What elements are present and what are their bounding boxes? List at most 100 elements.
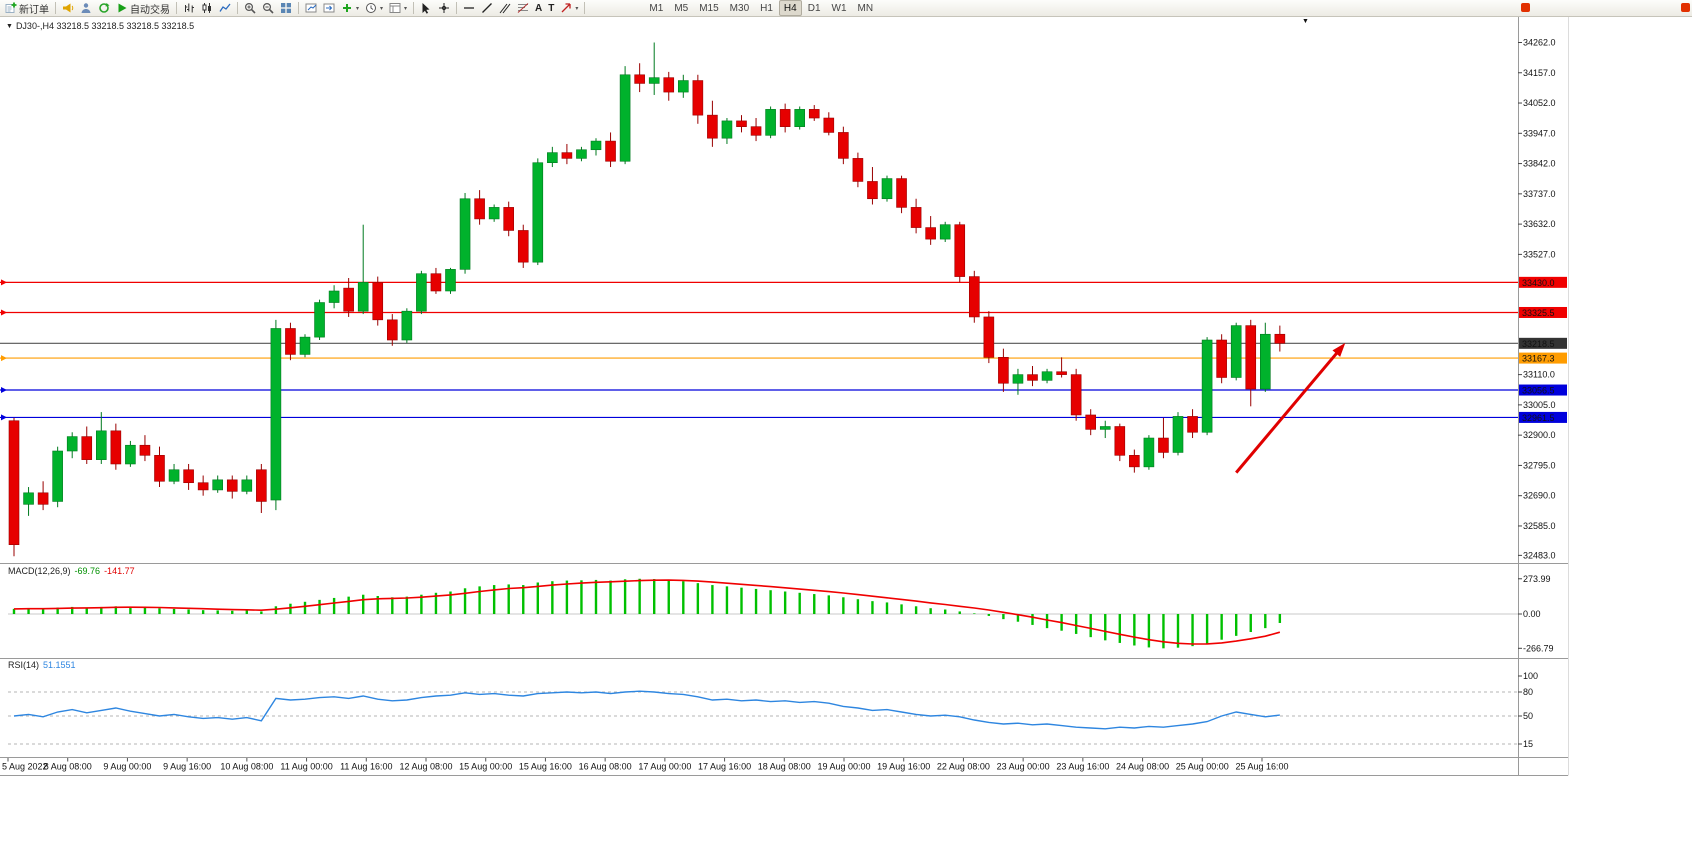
- chevron-down-icon: ▾: [356, 5, 360, 12]
- crosshair-icon: [439, 3, 450, 13]
- refresh-button[interactable]: [95, 1, 113, 16]
- trendline-tool-button[interactable]: [478, 1, 496, 16]
- notification-badge-icon[interactable]: [1681, 3, 1690, 12]
- rsi-panel: 100 80 50 15: [8, 671, 1538, 749]
- svg-text:33325.5: 33325.5: [1522, 308, 1555, 318]
- horizontal-line-icon: [464, 7, 475, 9]
- timeframe-m15-button[interactable]: M15: [699, 2, 719, 14]
- macd-indicator-label: MACD(12,26,9) -69.76 -141.77: [8, 566, 135, 576]
- contact-person-icon: [81, 3, 91, 13]
- template-button[interactable]: ▾: [386, 1, 410, 16]
- svg-text:25 Aug 00:00: 25 Aug 00:00: [1176, 762, 1229, 772]
- svg-text:32795.0: 32795.0: [1523, 460, 1556, 470]
- price-tag-33167.3: 33167.3: [1519, 352, 1567, 364]
- svg-text:23 Aug 00:00: 23 Aug 00:00: [997, 762, 1050, 772]
- hline-33167.3[interactable]: [0, 355, 1518, 362]
- timeframe-h4-button[interactable]: H4: [778, 0, 802, 16]
- contacts-button[interactable]: [77, 1, 95, 16]
- tile-windows-button[interactable]: [277, 1, 295, 16]
- timeframe-mn-button[interactable]: MN: [857, 2, 874, 14]
- svg-text:19 Aug 16:00: 19 Aug 16:00: [877, 762, 930, 772]
- timeframe-m1-button[interactable]: M1: [649, 2, 664, 14]
- svg-text:19 Aug 00:00: 19 Aug 00:00: [817, 762, 870, 772]
- svg-text:16 Aug 08:00: 16 Aug 08:00: [579, 762, 632, 772]
- timeframe-w1-button[interactable]: W1: [831, 2, 847, 14]
- price-tag-33430.0: 33430.0: [1519, 276, 1567, 288]
- notification-badge-icon[interactable]: [1521, 3, 1530, 12]
- price-tag-33325.5: 33325.5: [1519, 306, 1567, 318]
- channel-tool-button[interactable]: [496, 1, 514, 16]
- timeframe-d1-button[interactable]: D1: [807, 2, 821, 14]
- symbol-header[interactable]: ▼ DJ30-,H4 33218.5 33218.5 33218.5 33218…: [6, 21, 194, 31]
- svg-text:33737.0: 33737.0: [1523, 189, 1556, 199]
- svg-text:17 Aug 00:00: 17 Aug 00:00: [638, 762, 691, 772]
- svg-text:23 Aug 16:00: 23 Aug 16:00: [1056, 762, 1109, 772]
- cursor-arrow-icon: [422, 3, 430, 14]
- hline-33325.5[interactable]: [0, 309, 1518, 316]
- svg-text:50: 50: [1523, 711, 1533, 721]
- timeframe-m30-button[interactable]: M30: [729, 2, 750, 14]
- svg-text:33110.0: 33110.0: [1523, 370, 1555, 380]
- hline-32961.5[interactable]: [0, 414, 1518, 421]
- panel-borders: [0, 17, 1569, 776]
- alerts-button[interactable]: [59, 1, 77, 16]
- add-indicator-button[interactable]: ▾: [338, 1, 362, 16]
- svg-text:80: 80: [1523, 687, 1533, 697]
- zoom-out-button[interactable]: [259, 1, 277, 16]
- svg-text:32483.0: 32483.0: [1523, 550, 1556, 560]
- timeframe-h1-button[interactable]: H1: [760, 2, 773, 14]
- svg-text:11 Aug 00:00: 11 Aug 00:00: [280, 762, 332, 772]
- chart-shift-button[interactable]: [302, 1, 320, 16]
- candlestick-series: [8, 42, 1286, 557]
- zoom-out-icon: [262, 2, 274, 14]
- text-label-tool-button[interactable]: T: [545, 1, 557, 16]
- svg-text:32690.0: 32690.0: [1523, 491, 1556, 501]
- autotrade-play-icon: [118, 3, 127, 13]
- svg-text:12 Aug 08:00: 12 Aug 08:00: [399, 762, 452, 772]
- svg-text:273.99: 273.99: [1523, 574, 1551, 584]
- price-scale[interactable]: 34262.0 34157.0 34052.0 33947.0 33842.0 33737…: [1518, 37, 1556, 560]
- svg-text:9 Aug 16:00: 9 Aug 16:00: [163, 762, 211, 772]
- svg-text:15 Aug 00:00: 15 Aug 00:00: [459, 762, 512, 772]
- macd-name: MACD(12,26,9): [8, 566, 71, 576]
- clock-icon: [366, 3, 377, 13]
- auto-scroll-icon: [323, 3, 335, 13]
- timeframe-m5-button[interactable]: M5: [674, 2, 689, 14]
- toolbar-separator: [584, 2, 586, 14]
- svg-text:32585.0: 32585.0: [1523, 521, 1556, 531]
- fibonacci-tool-button[interactable]: [514, 1, 532, 16]
- auto-scroll-button[interactable]: [320, 1, 338, 16]
- chart-type-bars-button[interactable]: [180, 1, 198, 16]
- chart-type-line-button[interactable]: [216, 1, 234, 16]
- chart-menu-icon[interactable]: ▼: [6, 22, 13, 30]
- svg-text:18 Aug 08:00: 18 Aug 08:00: [758, 762, 811, 772]
- text-tool-button[interactable]: A: [532, 1, 545, 16]
- hline-33056.5[interactable]: [0, 387, 1518, 394]
- crosshair-tool-button[interactable]: [435, 1, 453, 16]
- rsi-value: 51.1551: [43, 660, 76, 670]
- trend-arrow-annotation[interactable]: [1235, 342, 1346, 474]
- add-indicator-icon: [343, 4, 351, 12]
- chevron-down-icon: ▾: [404, 5, 408, 12]
- horizontal-line-tool-button[interactable]: [460, 1, 478, 16]
- svg-text:33430.0: 33430.0: [1522, 278, 1555, 288]
- fibonacci-icon: [517, 3, 529, 13]
- new-order-button[interactable]: 新订单: [2, 1, 52, 16]
- cursor-tool-button[interactable]: [417, 1, 435, 16]
- svg-text:34052.0: 34052.0: [1523, 98, 1556, 108]
- scroll-position-icon: ▼: [1302, 18, 1309, 25]
- hline-33430.0[interactable]: [0, 279, 1518, 286]
- chart-canvas[interactable]: 34262.0 34157.0 34052.0 33947.0 33842.0 33737…: [0, 17, 1692, 841]
- price-tag-32961.5: 32961.5: [1519, 411, 1567, 423]
- line-chart-icon: [219, 3, 231, 12]
- zoom-in-button[interactable]: [241, 1, 259, 16]
- chart-type-candles-button[interactable]: [198, 1, 216, 16]
- periodicity-button[interactable]: ▾: [362, 1, 386, 16]
- toolbar-separator: [298, 2, 299, 14]
- svg-text:0.00: 0.00: [1523, 609, 1541, 619]
- autotrade-button[interactable]: 自动交易: [113, 1, 173, 16]
- arrows-tool-button[interactable]: ▾: [557, 1, 581, 16]
- macd-main-value: -69.76: [74, 566, 101, 576]
- svg-text:8 Aug 08:00: 8 Aug 08:00: [44, 762, 92, 772]
